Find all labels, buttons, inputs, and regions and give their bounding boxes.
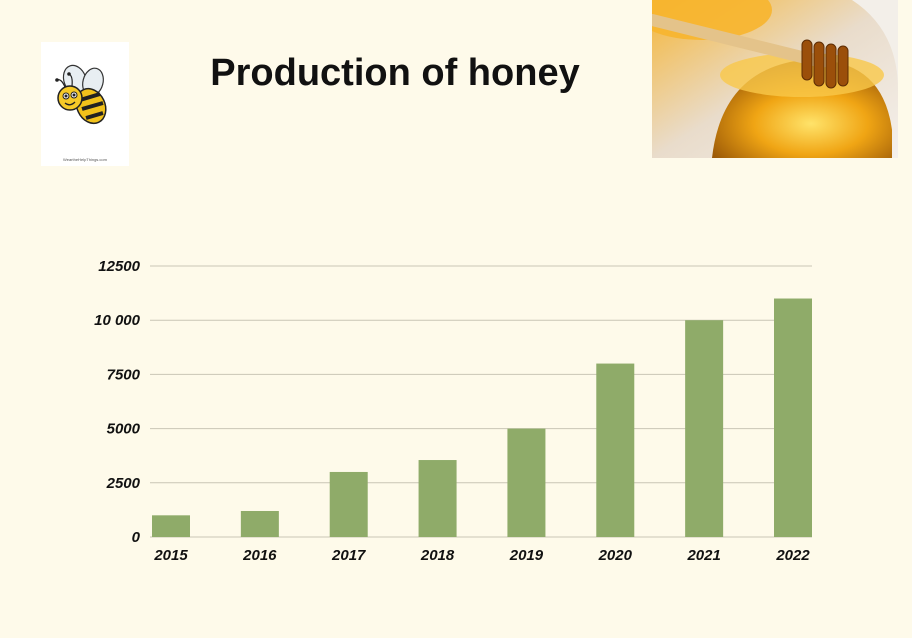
bar-2016 [240, 510, 279, 537]
bar-2021 [685, 320, 724, 537]
bar-2015 [152, 515, 190, 537]
bar-2019 [507, 428, 546, 537]
y-tick-label: 5000 [107, 421, 141, 438]
bee-icon [55, 64, 107, 125]
bar-2022 [774, 298, 812, 537]
bar-2018 [418, 460, 457, 537]
x-tick-label: 2017 [331, 547, 366, 564]
chart-title: Production of honey [210, 52, 580, 94]
x-tick-label: 2019 [509, 547, 544, 564]
bar-2017 [329, 471, 368, 537]
x-tick-label: 2015 [153, 547, 188, 564]
bee-credit-text: WeartheHelpThings.com [63, 157, 107, 162]
bar-2020 [596, 363, 635, 537]
x-tick-label: 2022 [775, 547, 810, 564]
honey-jar-photo [652, 0, 898, 158]
y-tick-label: 12500 [98, 258, 140, 275]
x-tick-label: 2020 [598, 547, 633, 564]
x-tick-label: 2021 [686, 547, 720, 564]
y-tick-label: 0 [132, 529, 141, 546]
y-tick-label: 2500 [106, 475, 141, 492]
y-tick-label: 7500 [107, 366, 141, 383]
x-tick-label: 2018 [420, 547, 455, 564]
x-tick-label: 2016 [242, 547, 277, 564]
y-tick-label: 10 000 [94, 312, 141, 329]
bee-logo-card: WeartheHelpThings.com [41, 42, 129, 166]
